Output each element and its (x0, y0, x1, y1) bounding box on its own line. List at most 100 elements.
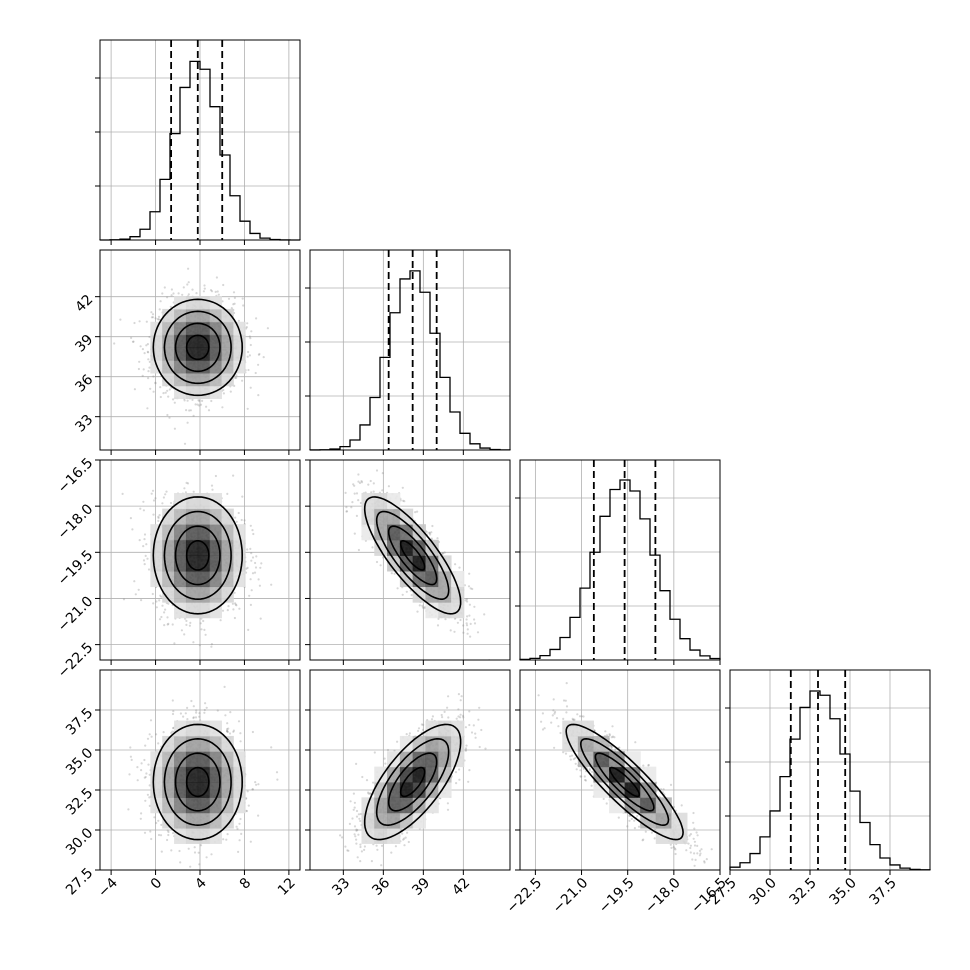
sample-point (375, 469, 379, 472)
contour-level (174, 525, 221, 586)
sample-point (250, 559, 253, 562)
sample-point (371, 546, 374, 549)
scatter-panel-1-2 (305, 459, 511, 665)
sample-point (222, 388, 225, 392)
density-cell (197, 493, 211, 510)
sample-point (157, 742, 160, 745)
sample-point (158, 514, 161, 517)
sample-point (113, 342, 116, 345)
sample-point (227, 297, 231, 300)
sample-point (249, 547, 252, 551)
sample-point (248, 354, 251, 357)
sample-point (240, 518, 243, 522)
sample-point (247, 368, 250, 372)
sample-point (235, 520, 238, 523)
sample-point (257, 353, 260, 356)
density-cell (150, 539, 163, 556)
sample-point (132, 340, 135, 343)
sample-point (154, 317, 157, 320)
panel-frame (519, 459, 721, 661)
sample-point (238, 607, 241, 610)
sample-point (466, 600, 469, 603)
sample-point (143, 563, 146, 566)
sample-point (233, 302, 236, 305)
density-cell (185, 372, 199, 387)
sample-point (147, 358, 150, 361)
sample-point (148, 784, 151, 787)
sample-point (170, 288, 173, 291)
contour-level (174, 322, 221, 373)
sample-point (181, 293, 184, 296)
sample-point (161, 292, 164, 295)
density-cell (221, 308, 234, 323)
sample-point (210, 645, 213, 648)
density-cell (221, 555, 234, 572)
sample-point (155, 821, 158, 825)
density-cell (425, 539, 439, 556)
sample-point (183, 442, 187, 445)
sample-point (437, 617, 440, 621)
sample-point (249, 386, 252, 389)
sample-point (221, 406, 224, 409)
sample-point (198, 644, 201, 647)
sample-point (235, 374, 238, 377)
panel-frame (309, 249, 511, 451)
sample-point (133, 580, 136, 583)
sample-point (155, 600, 158, 603)
sample-point (396, 587, 399, 590)
density-cell (451, 570, 465, 588)
sample-point (154, 497, 157, 500)
density-cell (361, 508, 375, 525)
sample-point (234, 602, 237, 605)
density-cell (221, 360, 234, 374)
sample-point (359, 501, 362, 505)
sample-point (345, 510, 349, 513)
sample-point (147, 370, 150, 373)
sample-point (186, 399, 189, 402)
density-cell (221, 372, 234, 387)
contour-level (152, 496, 244, 615)
sample-point (473, 618, 476, 621)
sample-point (250, 589, 253, 592)
hist-panel-0 (95, 39, 301, 245)
sample-point (131, 528, 134, 531)
sample-point (235, 604, 238, 607)
density-cell (221, 334, 234, 348)
sample-point (151, 316, 155, 319)
sample-point (237, 511, 240, 515)
sample-point (160, 850, 163, 853)
sample-point (151, 489, 155, 492)
sample-point (353, 532, 356, 535)
density-cell (185, 347, 199, 361)
sample-point (192, 641, 195, 644)
density-cell (209, 347, 222, 361)
sample-point (205, 405, 208, 408)
sample-point (137, 367, 140, 371)
sample-point (157, 315, 161, 318)
sample-point (453, 617, 457, 620)
sample-point (171, 699, 174, 702)
sample-point (194, 716, 198, 719)
sample-point (185, 623, 188, 627)
sample-point (187, 267, 190, 270)
sample-point (262, 356, 265, 359)
sample-point (247, 628, 250, 632)
density-cell (209, 555, 222, 572)
sample-point (428, 532, 431, 535)
sample-point (233, 591, 236, 594)
sample-point (210, 399, 213, 403)
sample-point (245, 809, 248, 812)
sample-point (145, 543, 148, 546)
sample-point (167, 830, 170, 834)
sample-point (225, 729, 229, 732)
sample-point (416, 610, 419, 613)
sample-point (227, 605, 230, 608)
sample-point (186, 283, 189, 286)
sample-point (166, 413, 169, 417)
sample-point (141, 374, 144, 377)
sample-point (209, 289, 213, 292)
sample-point (184, 491, 187, 494)
sample-point (167, 395, 170, 398)
sample-point (240, 832, 243, 836)
sample-point (180, 629, 183, 632)
